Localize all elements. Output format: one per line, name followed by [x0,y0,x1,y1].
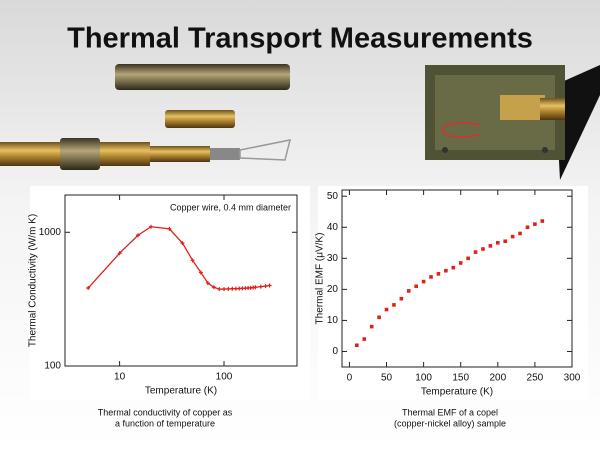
data-point [488,244,493,248]
data-point [429,275,433,279]
data-point [362,337,367,341]
data-marker [230,286,235,291]
sample-stage-photo [425,65,600,180]
caption: Thermal conductivity of copper as [98,407,233,417]
data-point [540,219,545,223]
data-marker [205,281,210,286]
data-marker [86,286,91,291]
plot-frame [341,189,573,368]
data-point [496,240,500,245]
data-point [377,315,381,320]
x-tick-label: 0 [347,373,353,384]
x-tick-label: 50 [381,373,393,384]
data-point [436,272,441,276]
annotation: Copper wire, 0.4 mm diameter [170,202,291,212]
y-tick-label: 10 [327,315,339,326]
data-marker [263,284,268,289]
chart-panel [318,186,588,401]
probe-photo [0,64,292,170]
data-point [355,343,359,348]
data-marker [258,284,263,289]
y-tick-label: 30 [327,253,339,264]
data-point [384,307,389,312]
x-tick-label: 300 [564,373,581,384]
x-tick-label: 250 [527,373,544,384]
data-point [518,231,522,236]
data-marker [233,286,238,291]
data-point [414,284,418,289]
data-point [473,250,478,254]
data-marker [135,233,140,238]
plot-frame [64,194,298,367]
data-point [525,225,530,230]
data-marker [198,270,203,275]
data-marker [226,286,231,291]
data-point [369,324,374,329]
y-tick-label: 0 [332,346,338,357]
y-tick-label: 100 [44,361,61,372]
caption: Thermal EMF of a copel [402,407,498,417]
data-point [533,222,537,226]
y-tick-label: 40 [327,222,339,233]
data-marker [267,283,272,288]
data-point [421,279,426,284]
data-marker [253,285,258,290]
data-marker [222,287,227,292]
x-tick-label: 200 [489,373,506,384]
data-marker [190,258,195,263]
slide-title: Thermal Transport Measurements [67,23,533,55]
data-point [444,268,448,273]
x-tick-label: 100 [415,373,432,384]
data-point [406,289,411,293]
data-point [458,261,463,265]
data-point [466,256,470,261]
chart-panel [30,186,310,401]
data-marker [167,226,172,231]
data-marker [211,285,216,290]
x-axis-label: Temperature (K) [145,386,217,397]
y-tick-label: 20 [327,284,339,295]
data-marker [149,224,154,229]
data-marker [217,287,222,292]
data-marker [117,251,122,256]
x-tick-label: 10 [114,372,126,383]
x-axis-label: Temperature (K) [421,387,493,398]
x-tick-label: 100 [216,372,233,383]
y-axis-label: Thermal Conductivity (W/m K) [28,214,39,347]
data-point [503,239,508,244]
data-point [392,303,396,307]
y-axis-label: Thermal EMF (μV/K) [315,233,326,325]
data-marker [180,241,185,246]
y-tick-label: 1000 [39,227,62,238]
data-point [399,296,404,301]
y-tick-label: 50 [327,191,339,202]
data-point [510,234,515,239]
caption: (copper-nickel alloy) sample [394,418,506,428]
data-point [451,265,456,270]
caption: a function of temperature [115,418,215,428]
x-tick-label: 150 [452,373,469,384]
data-point [481,247,485,251]
